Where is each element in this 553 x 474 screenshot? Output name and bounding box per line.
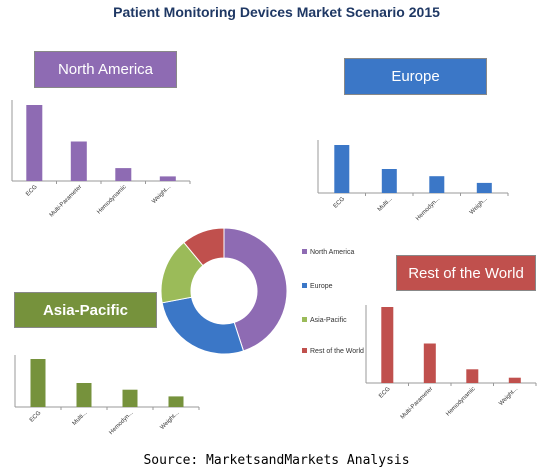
- europe-bar-ecg: [334, 145, 350, 193]
- north-america-bar-multi-parameter: [70, 141, 87, 181]
- rest-of-the-world-tick-label: Weight...: [498, 386, 519, 407]
- legend-label-rest-of-the-world: Rest of the World: [310, 348, 364, 355]
- europe-tick-label: Weigh...: [469, 196, 489, 216]
- north-america-tick-label: Multi-Parameter: [49, 184, 83, 218]
- asia-pacific-bar-weight: [168, 396, 184, 407]
- donut-slice-north-america: [223, 227, 288, 352]
- rest-of-world-label-box: Rest of the World: [396, 255, 536, 291]
- north-america-tick-label: Hemodynamic: [96, 184, 127, 215]
- rest-of-the-world-bar-hemodynamic: [466, 369, 479, 383]
- asia-pacific-bar-hemodyn: [122, 389, 138, 407]
- donut-slice-rest-of-the-world: [183, 227, 225, 267]
- asia-pacific-tick-label: Hemodyn...: [108, 410, 134, 436]
- legend-swatch-asia-pacific: [302, 317, 307, 322]
- asia-pacific-label-box: Asia-Pacific: [14, 292, 157, 328]
- source-note: Source: MarketsandMarkets Analysis: [143, 453, 410, 468]
- europe-bar-weigh: [476, 182, 492, 193]
- north-america-bar-ecg: [26, 105, 43, 181]
- asia-pacific-bar-multi: [76, 383, 92, 407]
- rest-of-the-world-tick-label: Hemodynamic: [445, 386, 476, 417]
- legend-swatch-europe: [302, 283, 307, 288]
- north-america-tick-label: ECG: [25, 184, 39, 198]
- donut-slice-europe: [161, 296, 245, 355]
- rest-of-the-world-bar-weight: [508, 377, 521, 383]
- legend-label-asia-pacific: Asia-Pacific: [310, 317, 347, 324]
- rest-of-the-world-bar-ecg: [381, 307, 394, 383]
- europe-bar-multi: [381, 169, 397, 193]
- legend-label-europe: Europe: [310, 283, 333, 290]
- asia-pacific-tick-label: Multi...: [72, 410, 89, 427]
- rest-of-the-world-tick-label: ECG: [378, 386, 392, 400]
- europe-tick-label: Hemodyn...: [415, 196, 441, 222]
- europe-bar-hemodyn: [429, 176, 445, 193]
- europe-label-box: Europe: [344, 58, 487, 95]
- north-america-label-box: North America: [34, 51, 177, 88]
- legend-swatch-rest-of-the-world: [302, 348, 307, 353]
- europe-tick-label: ECG: [333, 196, 347, 210]
- legend-label-north-america: North America: [310, 249, 354, 256]
- chart-title: Patient Monitoring Devices Market Scenar…: [113, 4, 440, 20]
- rest-of-the-world-tick-label: Multi-Parameter: [400, 386, 434, 420]
- asia-pacific-tick-label: Weight...: [159, 410, 180, 431]
- rest-of-the-world-bar-multi-parameter: [423, 343, 436, 383]
- north-america-tick-label: Weight...: [151, 184, 172, 205]
- legend-swatch-north-america: [302, 249, 307, 254]
- north-america-bar-weight: [159, 176, 176, 181]
- europe-tick-label: Multi...: [377, 196, 394, 213]
- asia-pacific-tick-label: ECG: [29, 410, 43, 424]
- north-america-bar-hemodynamic: [115, 168, 132, 181]
- asia-pacific-bar-ecg: [30, 359, 46, 407]
